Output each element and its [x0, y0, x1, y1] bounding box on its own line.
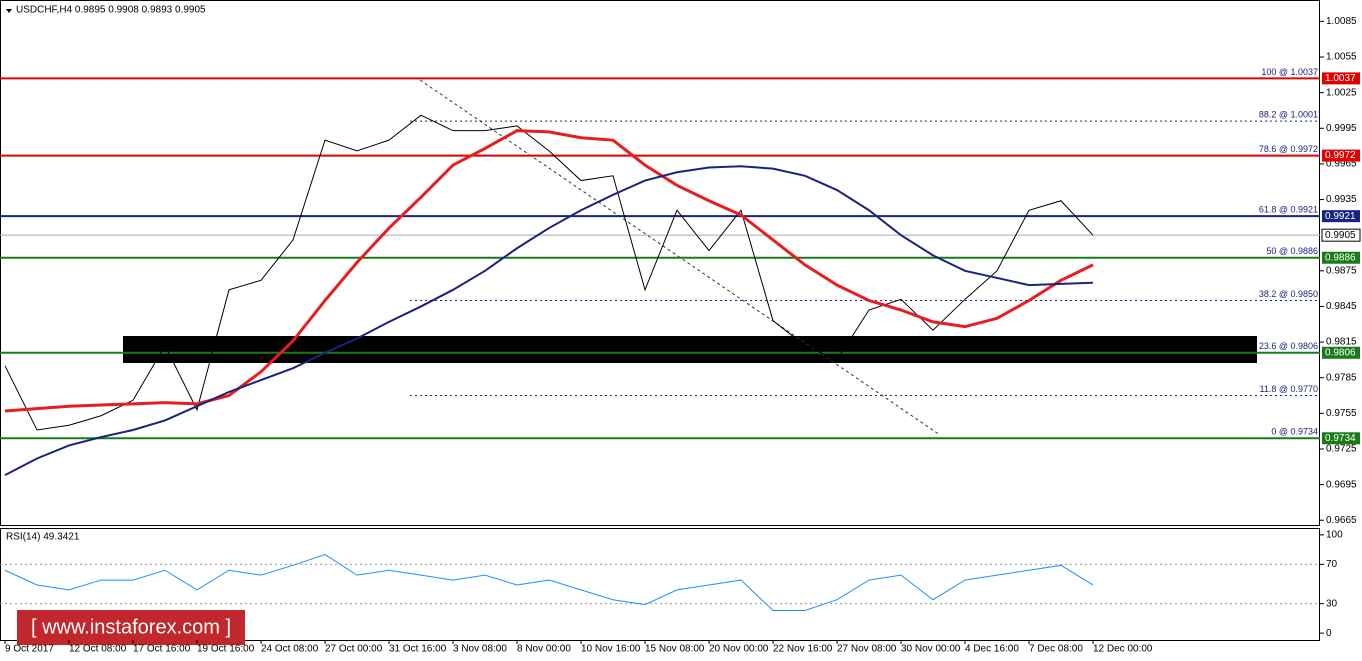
x-tick-label: 20 Nov 00:00 — [709, 644, 769, 655]
y-tick-label: 0.9935 — [1326, 194, 1357, 205]
price-box — [1322, 346, 1360, 359]
fib-label: 11.8 @ 0.9770 — [1259, 384, 1318, 394]
x-tick-label: 3 Nov 08:00 — [453, 644, 507, 655]
fib-label: 23.6 @ 0.9806 — [1259, 341, 1318, 351]
x-tick-label: 12 Oct 08:00 — [69, 644, 127, 655]
fib-label: 78.6 @ 0.9972 — [1259, 144, 1318, 154]
main-frame — [0, 0, 1320, 526]
fib-label: 0 @ 0.9734 — [1271, 427, 1318, 437]
last-price-box — [1321, 228, 1361, 242]
fib-label: 61.8 @ 0.9921 — [1259, 205, 1318, 215]
price-box-label: 1.0037 — [1325, 73, 1356, 84]
y-tick-label: 0.9815 — [1326, 337, 1357, 348]
x-tick-label: 15 Nov 08:00 — [645, 644, 705, 655]
fib-label: 88.2 @ 1.0001 — [1259, 110, 1318, 120]
price-box — [1322, 210, 1360, 223]
x-tick-label: 30 Nov 00:00 — [901, 644, 961, 655]
fib-label: 100 @ 1.0037 — [1261, 67, 1318, 77]
chart-title: USDCHF,H4 0.9895 0.9908 0.9893 0.9905 — [16, 5, 206, 16]
y-tick-label: 1.0055 — [1326, 52, 1357, 63]
x-tick-label: 24 Oct 08:00 — [261, 644, 319, 655]
y-tick-label: 1.0085 — [1326, 16, 1357, 27]
rsi-title: RSI(14) 49.3421 — [6, 532, 80, 543]
series-line — [4, 165, 1094, 477]
watermark-box — [17, 610, 245, 645]
price-box — [1322, 251, 1360, 264]
x-tick-label: 31 Oct 16:00 — [389, 644, 447, 655]
menu-arrow — [6, 9, 12, 13]
x-tick-label: 8 Nov 00:00 — [517, 644, 571, 655]
price-box-label: 0.9886 — [1325, 252, 1356, 263]
y-tick-label: 0.9785 — [1326, 372, 1357, 383]
series-line — [4, 114, 1094, 431]
y-tick-label: 0.9845 — [1326, 301, 1357, 312]
x-tick-label: 7 Dec 08:00 — [1029, 644, 1083, 655]
x-tick-label: 22 Nov 16:00 — [773, 644, 833, 655]
x-tick-label: 9 Oct 2017 — [5, 644, 54, 655]
x-tick-label: 19 Oct 16:00 — [197, 644, 255, 655]
y-tick-label: 0 — [1326, 628, 1332, 639]
y-tick-label: 70 — [1326, 559, 1338, 570]
price-box — [1322, 72, 1360, 85]
price-box-label: 0.9734 — [1325, 433, 1356, 444]
x-tick-label: 12 Dec 00:00 — [1093, 644, 1153, 655]
y-tick-label: 100 — [1326, 530, 1343, 541]
y-tick-label: 0.9725 — [1326, 444, 1357, 455]
y-tick-label: 0.9995 — [1326, 123, 1357, 134]
y-tick-label: 0.9875 — [1326, 265, 1357, 276]
y-tick-label: 0.9965 — [1326, 159, 1357, 170]
fib-label: 38.2 @ 0.9850 — [1259, 289, 1318, 299]
y-tick-label: 1.0025 — [1326, 87, 1357, 98]
price-box-label: 0.9806 — [1325, 347, 1356, 358]
x-tick-label: 27 Oct 00:00 — [325, 644, 383, 655]
x-tick-label: 4 Dec 16:00 — [965, 644, 1019, 655]
series-line — [4, 553, 1094, 612]
series-line — [4, 129, 1094, 413]
last-price-label: 0.9905 — [1325, 230, 1356, 241]
y-tick-label: 0.9695 — [1326, 479, 1357, 490]
rsi-frame — [0, 528, 1320, 641]
fib-label: 50 @ 0.9886 — [1266, 246, 1318, 256]
price-box — [1322, 149, 1360, 162]
price-box-label: 0.9972 — [1325, 150, 1356, 161]
x-tick-label: 10 Nov 16:00 — [581, 644, 641, 655]
price-box-label: 0.9921 — [1325, 211, 1356, 222]
price-box — [1322, 432, 1360, 445]
x-tick-label: 17 Oct 16:00 — [133, 644, 191, 655]
y-tick-label: 0.9755 — [1326, 408, 1357, 419]
watermark: [ www.instaforex.com ] — [31, 616, 231, 638]
y-tick-label: 30 — [1326, 598, 1338, 609]
x-tick-label: 27 Nov 08:00 — [837, 644, 897, 655]
y-tick-label: 0.9665 — [1326, 515, 1357, 526]
